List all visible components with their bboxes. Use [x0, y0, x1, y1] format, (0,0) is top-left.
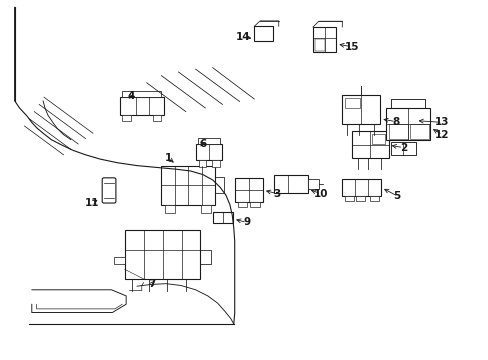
Text: 1: 1 — [165, 153, 172, 163]
FancyBboxPatch shape — [342, 95, 380, 124]
FancyBboxPatch shape — [234, 178, 263, 202]
FancyBboxPatch shape — [390, 142, 415, 155]
FancyBboxPatch shape — [314, 40, 325, 51]
Text: 15: 15 — [344, 42, 359, 52]
Text: 14: 14 — [235, 32, 250, 42]
FancyBboxPatch shape — [409, 124, 428, 139]
FancyBboxPatch shape — [195, 144, 222, 160]
FancyBboxPatch shape — [388, 124, 407, 139]
FancyBboxPatch shape — [102, 178, 116, 203]
FancyBboxPatch shape — [351, 131, 388, 158]
FancyBboxPatch shape — [114, 257, 124, 264]
FancyBboxPatch shape — [312, 27, 336, 52]
FancyBboxPatch shape — [120, 97, 163, 115]
Text: 13: 13 — [434, 117, 449, 127]
FancyBboxPatch shape — [307, 179, 318, 189]
FancyBboxPatch shape — [342, 179, 381, 196]
FancyBboxPatch shape — [211, 160, 219, 167]
FancyBboxPatch shape — [237, 202, 247, 207]
FancyBboxPatch shape — [344, 196, 353, 201]
Text: 5: 5 — [393, 191, 400, 201]
Text: 3: 3 — [273, 189, 280, 199]
FancyBboxPatch shape — [122, 91, 161, 97]
Text: 12: 12 — [434, 130, 449, 140]
FancyBboxPatch shape — [386, 108, 429, 140]
Text: 9: 9 — [243, 217, 250, 228]
Text: 4: 4 — [127, 91, 135, 102]
Text: 2: 2 — [399, 143, 406, 153]
FancyBboxPatch shape — [161, 166, 215, 205]
FancyBboxPatch shape — [124, 230, 200, 279]
Text: 7: 7 — [147, 279, 155, 289]
FancyBboxPatch shape — [250, 202, 260, 207]
FancyBboxPatch shape — [369, 196, 378, 201]
FancyBboxPatch shape — [198, 160, 206, 167]
FancyBboxPatch shape — [165, 205, 175, 213]
Text: 6: 6 — [199, 139, 206, 149]
FancyBboxPatch shape — [345, 98, 359, 108]
FancyBboxPatch shape — [212, 212, 233, 223]
Text: 10: 10 — [313, 189, 328, 199]
FancyBboxPatch shape — [273, 175, 307, 193]
Text: 11: 11 — [84, 198, 99, 208]
FancyBboxPatch shape — [152, 115, 161, 121]
FancyBboxPatch shape — [371, 134, 385, 144]
FancyBboxPatch shape — [355, 196, 364, 201]
FancyBboxPatch shape — [254, 26, 272, 41]
FancyBboxPatch shape — [201, 205, 211, 213]
FancyBboxPatch shape — [122, 115, 131, 121]
Text: 8: 8 — [392, 117, 399, 127]
FancyBboxPatch shape — [198, 138, 220, 144]
